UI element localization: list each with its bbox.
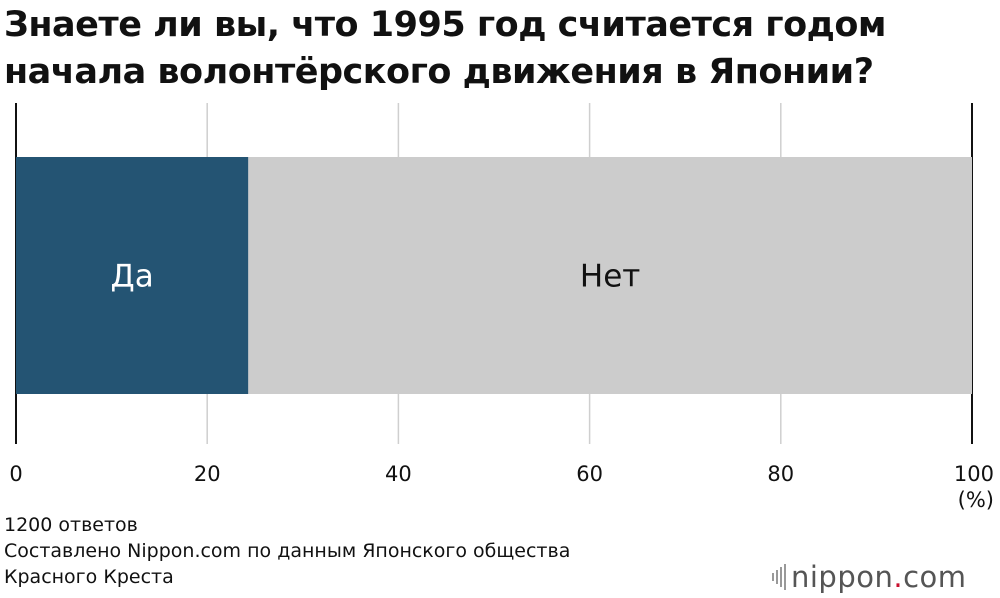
title-line-1: Знаете ли вы, что 1995 год считается год…: [4, 5, 887, 45]
tick-label-20: 20: [194, 462, 221, 486]
bar-layer: [16, 157, 973, 394]
tick-label-100: 100: [954, 462, 994, 486]
axis-unit-label: (%): [958, 488, 994, 510]
chart-title: Знаете ли вы, что 1995 год считается год…: [4, 2, 994, 96]
bar-label-yes: Да: [111, 259, 154, 295]
title-line-2: начала волонтёрского движения в Японии?: [4, 52, 874, 92]
bar-segment-yes: [16, 157, 249, 394]
source-note-line-2: Красного Креста: [4, 566, 174, 588]
tick-label-0: 0: [9, 462, 22, 486]
logo-wordmark: nippon.com: [791, 560, 967, 594]
stacked-bar-chart: Да Нет 0 20 40 60 80 100(%): [9, 103, 994, 510]
tick-layer: 0 20 40 60 80 100(%): [9, 462, 994, 510]
label-layer: Да Нет: [111, 259, 641, 295]
chart-notes: 1200 ответов Составлено Nippon.com по да…: [4, 512, 570, 590]
bar-label-no: Нет: [580, 259, 640, 295]
logo-tld: com: [903, 560, 967, 594]
tick-label-80: 80: [767, 462, 794, 486]
logo-word: nippon: [791, 560, 894, 594]
source-note-line-1: Составлено Nippon.com по данным Японског…: [4, 540, 571, 562]
tick-label-40: 40: [385, 462, 412, 486]
tick-label-60: 60: [576, 462, 603, 486]
nippon-logo: nippon.com: [772, 560, 967, 594]
logo-dot: .: [893, 560, 904, 594]
bar-segment-no: [248, 157, 973, 394]
logo-bars-icon: [772, 564, 786, 590]
responses-note: 1200 ответов: [4, 514, 138, 536]
